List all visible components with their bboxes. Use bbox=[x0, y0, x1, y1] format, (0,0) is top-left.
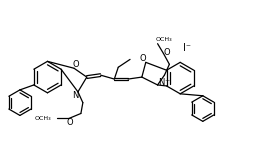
Text: OCH₃: OCH₃ bbox=[35, 116, 51, 121]
Text: O: O bbox=[163, 48, 170, 57]
Text: +: + bbox=[165, 78, 170, 82]
Text: N: N bbox=[72, 91, 78, 100]
Text: O: O bbox=[73, 60, 79, 69]
Text: OCH₃: OCH₃ bbox=[155, 37, 172, 42]
Text: N: N bbox=[158, 79, 165, 87]
Text: O: O bbox=[140, 54, 146, 63]
Text: O: O bbox=[67, 118, 73, 127]
Text: I⁻: I⁻ bbox=[183, 43, 191, 53]
